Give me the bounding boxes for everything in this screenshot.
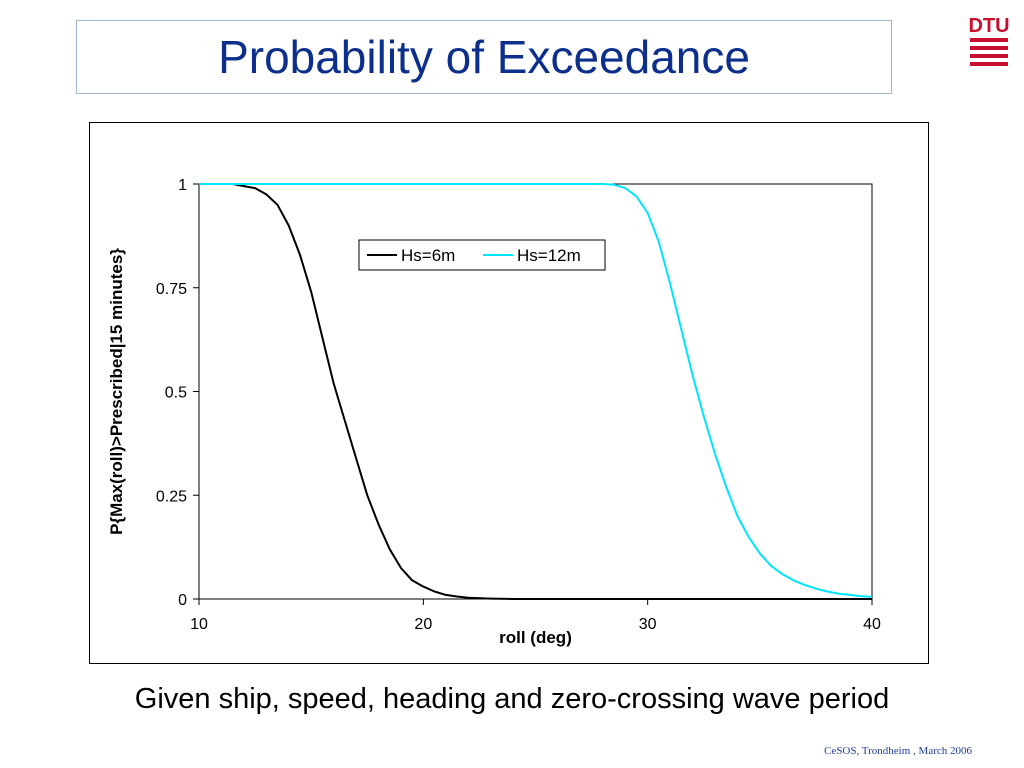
chart-svg: 0 0.25 0.5 0.75 1 10 20 30 40 roll (deg) P{Max(rol… — [107, 177, 881, 647]
x-axis-label: roll (deg) — [499, 628, 572, 647]
x-tick-label: 10 — [190, 616, 208, 633]
dtu-logo-text: DTU — [968, 15, 1009, 37]
title-box: Probability of Exceedance — [76, 20, 892, 94]
series-line-hs6 — [232, 183, 872, 600]
dtu-logo: DTU — [968, 15, 1010, 66]
x-tick-label: 30 — [639, 616, 657, 633]
x-tick-label: 40 — [863, 616, 881, 633]
slide-title: Probability of Exceedance — [218, 31, 750, 83]
y-tick-label: 0.25 — [156, 488, 187, 505]
y-tick-label: 0.5 — [165, 385, 187, 402]
legend-label: Hs=12m — [517, 246, 581, 265]
series-line-hs12 — [199, 183, 873, 598]
legend-label: Hs=6m — [401, 246, 455, 265]
x-tick-label: 20 — [414, 616, 432, 633]
y-tick-label: 0.75 — [156, 281, 187, 298]
dtu-logo-stripes — [970, 38, 1008, 66]
y-tick-label: 1 — [178, 177, 187, 194]
slide-caption: Given ship, speed, heading and zero-cros… — [134, 683, 890, 715]
chart-frame: 0 0.25 0.5 0.75 1 10 20 30 40 roll (deg) P{Max(rol… — [89, 122, 929, 664]
y-axis-label: P{Max(roll)>Prescribed|15 minutes} — [107, 248, 126, 535]
legend-box — [358, 239, 606, 271]
y-tick-label: 0 — [178, 592, 187, 609]
slide-footer: CeSOS, Trondheim , March 2006 — [824, 745, 972, 757]
